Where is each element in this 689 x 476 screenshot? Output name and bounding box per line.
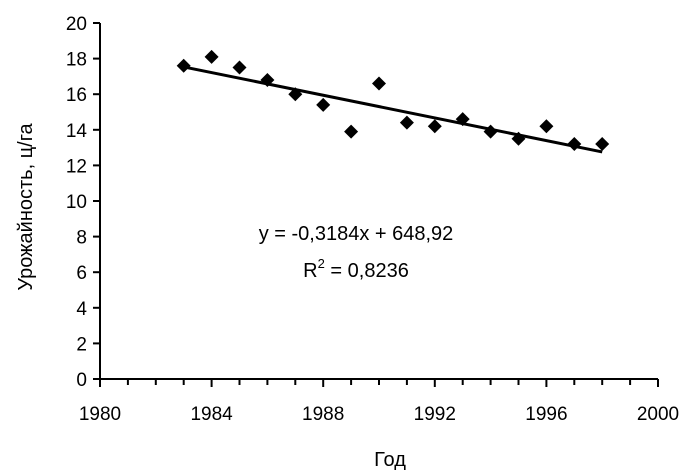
y-tick-label: 10 bbox=[66, 192, 87, 213]
axes bbox=[99, 23, 658, 380]
data-point bbox=[427, 119, 442, 134]
data-point bbox=[316, 97, 331, 112]
y-tick-label: 2 bbox=[76, 334, 87, 355]
data-point bbox=[288, 87, 303, 102]
x-tick-label: 1980 bbox=[79, 404, 121, 425]
data-point bbox=[372, 76, 386, 91]
r-squared-value: = 0,8236 bbox=[325, 260, 409, 282]
data-point bbox=[399, 115, 414, 130]
y-tick-label: 14 bbox=[66, 121, 88, 142]
x-tick-label: 1988 bbox=[302, 404, 344, 425]
data-point bbox=[232, 60, 247, 75]
y-tick-label: 0 bbox=[76, 370, 87, 391]
data-point bbox=[455, 112, 470, 127]
data-point bbox=[483, 124, 498, 139]
x-tick-label: 1992 bbox=[414, 404, 456, 425]
trendline-equation: y = -0,3184x + 648,92 bbox=[259, 223, 454, 245]
data-points bbox=[176, 49, 610, 152]
y-tick-label: 6 bbox=[76, 263, 87, 284]
y-tick-label: 12 bbox=[66, 156, 87, 177]
trendline-group bbox=[183, 65, 603, 154]
x-axis-title: Год bbox=[374, 449, 406, 471]
y-tick-label: 16 bbox=[66, 85, 87, 106]
x-tick-label: 1996 bbox=[525, 404, 567, 425]
x-ticks: 1980 1984 1988 1992 1996 2000 bbox=[79, 379, 679, 425]
data-point bbox=[539, 119, 554, 134]
r-squared-superscript: 2 bbox=[318, 256, 325, 271]
y-tick-label: 4 bbox=[76, 299, 87, 320]
data-point bbox=[204, 49, 219, 64]
y-tick-label: 18 bbox=[66, 50, 87, 71]
y-tick-label: 8 bbox=[76, 228, 87, 249]
y-axis-title: Урожайность, ц/га bbox=[15, 122, 37, 290]
trendline bbox=[183, 65, 603, 154]
data-point bbox=[595, 137, 610, 152]
data-point bbox=[344, 124, 359, 139]
data-point bbox=[567, 137, 582, 152]
data-point bbox=[260, 72, 275, 87]
data-point bbox=[176, 58, 191, 73]
r-squared-label: R2 = 0,8236 bbox=[303, 256, 409, 282]
y-ticks: 0 2 4 6 8 10 12 14 16 18 20 bbox=[66, 14, 100, 391]
r-squared-prefix: R bbox=[303, 260, 317, 282]
x-tick-label: 1984 bbox=[190, 404, 233, 425]
data-point bbox=[511, 131, 526, 146]
x-tick-label: 2000 bbox=[637, 404, 679, 425]
y-tick-label: 20 bbox=[66, 14, 87, 35]
